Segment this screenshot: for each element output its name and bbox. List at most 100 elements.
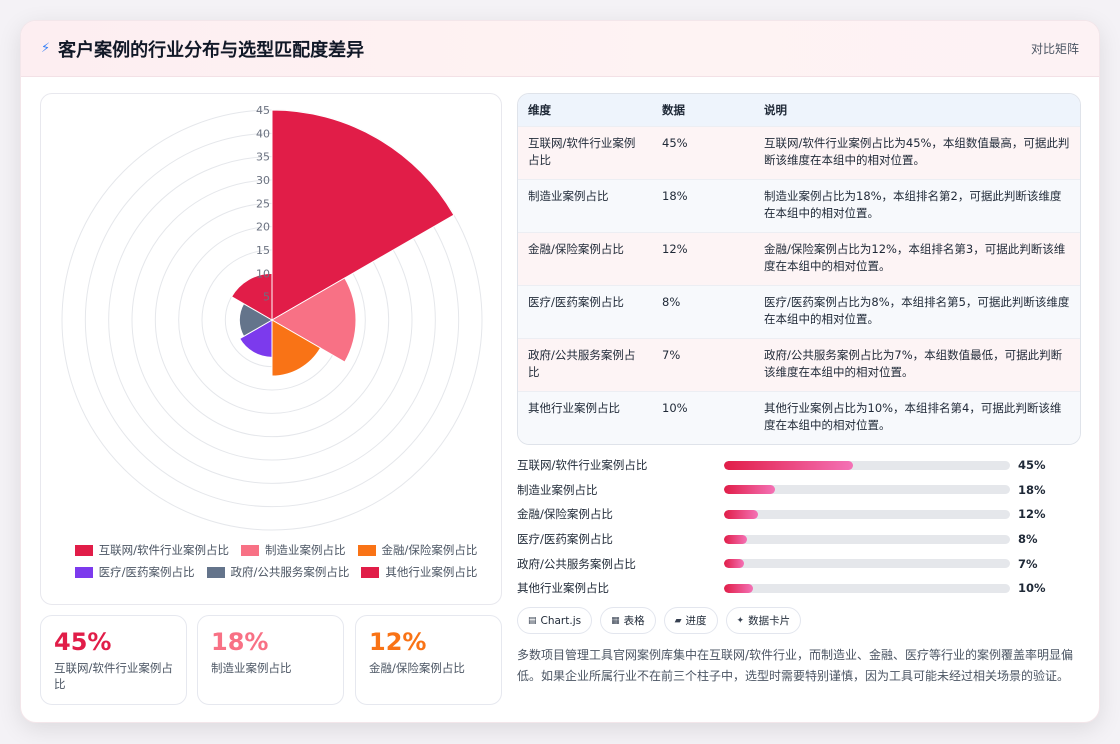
progress-label: 其他行业案例占比 (517, 581, 609, 596)
chart-legend: 互联网/软件行业案例占比 制造业案例占比 金融/保险案例占比医疗/医药案例占比 政府/… (61, 542, 491, 580)
cell-dimension: 其他行业案例占比 (528, 400, 620, 415)
progress-row: 其他行业案例占比 10% (517, 576, 1081, 601)
progress-label: 金融/保险案例占比 (517, 507, 613, 522)
polar-chart-canvas: 5 10 15 20 25 30 35 40 45 (61, 104, 483, 531)
progress-row: 互联网/软件行业案例占比 45% (517, 453, 1081, 478)
progress-label: 政府/公共服务案例占比 (517, 556, 636, 571)
progress-icon: ▰ (674, 615, 682, 626)
kpi-card-finance: 12% 金融/保险案例占比 (355, 615, 502, 705)
sector-5[interactable] (230, 272, 273, 321)
progress-track (724, 534, 1010, 544)
kpi-card-internet: 45% 互联网/软件行业案例占比 (40, 615, 187, 705)
legend-swatch (241, 544, 259, 556)
chart-icon: ▤ (528, 615, 537, 626)
cell-description: 金融/保险案例占比为12%，本组排名第3，可据此判断该维度在本组中的相对位置。 (764, 241, 1066, 273)
tech-chip-row: ▤ Chart.js ▦ 表格 ▰ 进度 ✦ 数据卡片 (517, 607, 802, 634)
progress-fill (724, 509, 759, 519)
progress-track (724, 509, 1010, 519)
legend-swatch (74, 566, 93, 578)
progress-track (724, 559, 1010, 569)
column-header-dimension: 维度 (528, 102, 551, 117)
cell-dimension: 政府/公共服务案例占比 (528, 347, 636, 379)
cell-description: 医疗/医药案例占比为8%，本组排名第5，可据此判断该维度在本组中的相对位置。 (764, 294, 1070, 326)
cell-description: 其他行业案例占比为10%，本组排名第4，可据此判断该维度在本组中的相对位置。 (764, 400, 1062, 432)
progress-label: 医疗/医药案例占比 (517, 532, 613, 547)
legend-label: 互联网/软件行业案例占比 (98, 543, 229, 557)
radial-tick-label: 25 (256, 197, 270, 210)
cell-dimension: 制造业案例占比 (528, 188, 609, 203)
table-row: 制造业案例占比 18% 制造业案例占比为18%，本组排名第2，可据此判断该维度在… (518, 179, 1080, 232)
progress-fill (724, 485, 776, 495)
legend-swatch (74, 544, 93, 556)
legend-item[interactable]: 政府/公共服务案例占比 (206, 564, 350, 580)
header: ⚡ 客户案例的行业分布与选型匹配度差异 对比矩阵 (21, 21, 1099, 77)
cell-dimension: 互联网/软件行业案例占比 (528, 135, 636, 167)
cell-description: 制造业案例占比为18%，本组排名第2，可据此判断该维度在本组中的相对位置。 (764, 188, 1062, 220)
legend-swatch (361, 566, 380, 578)
kpi-label: 金融/保险案例占比 (369, 661, 465, 675)
cell-dimension: 医疗/医药案例占比 (528, 294, 624, 309)
cell-value: 10% (662, 400, 688, 415)
column-header-description: 说明 (764, 102, 787, 117)
table-row: 政府/公共服务案例占比 7% 政府/公共服务案例占比为7%，本组数值最低，可据此… (518, 338, 1080, 391)
table-row: 其他行业案例占比 10% 其他行业案例占比为10%，本组排名第4，可据此判断该维… (518, 391, 1080, 444)
progress-fill (724, 583, 753, 593)
column-header-data: 数据 (662, 102, 685, 117)
cell-value: 18% (662, 188, 688, 203)
radial-tick-label: 40 (256, 127, 270, 140)
chip-data-card[interactable]: ✦ 数据卡片 (725, 607, 802, 634)
radial-tick-label: 5 (263, 291, 270, 304)
comparison-table: 维度 数据 说明 互联网/软件行业案例占比 45% 互联网/软件行业案例占比为4… (517, 93, 1081, 445)
dashboard-card: ⚡ 客户案例的行业分布与选型匹配度差异 对比矩阵 5 10 15 20 25 30 35 40… (20, 20, 1100, 723)
legend-item[interactable]: 互联网/软件行业案例占比 (74, 542, 229, 558)
kpi-label: 互联网/软件行业案例占比 (54, 661, 173, 691)
cell-description: 政府/公共服务案例占比为7%，本组数值最低，可据此判断该维度在本组中的相对位置。 (764, 347, 1063, 379)
legend-item[interactable]: 制造业案例占比 (241, 542, 346, 558)
legend-item[interactable]: 金融/保险案例占比 (357, 542, 477, 558)
progress-label: 制造业案例占比 (517, 482, 598, 497)
radial-tick-label: 30 (256, 174, 270, 187)
kpi-value: 45% (54, 628, 112, 656)
radial-tick-label: 20 (256, 221, 270, 234)
chip-progress[interactable]: ▰ 进度 (663, 607, 718, 634)
progress-fill (724, 559, 745, 569)
progress-fill (724, 534, 747, 544)
kpi-card-manufacturing: 18% 制造业案例占比 (197, 615, 344, 705)
sparkle-icon: ✦ (736, 615, 745, 626)
progress-track (724, 583, 1010, 593)
progress-value: 18% (1018, 482, 1046, 497)
kpi-value: 12% (369, 628, 427, 656)
table-row: 金融/保险案例占比 12% 金融/保险案例占比为12%，本组排名第3，可据此判断… (518, 232, 1080, 285)
progress-row: 政府/公共服务案例占比 7% (517, 551, 1081, 576)
legend-item[interactable]: 医疗/医药案例占比 (74, 564, 195, 580)
lightning-icon: ⚡ (41, 41, 51, 56)
progress-value: 7% (1018, 556, 1038, 571)
sector-0[interactable] (271, 109, 455, 321)
progress-list: 互联网/软件行业案例占比 45% 制造业案例占比 18% 金融/保险案例占比 12% 医疗/… (517, 453, 1081, 601)
legend-label: 政府/公共服务案例占比 (230, 565, 350, 579)
chip-label: 表格 (623, 615, 645, 627)
table-icon: ▦ (611, 615, 620, 626)
progress-value: 45% (1018, 458, 1046, 473)
chip-label: 进度 (685, 615, 707, 627)
legend-swatch (357, 544, 376, 556)
chip-chartjs[interactable]: ▤ Chart.js (517, 607, 593, 634)
sector-1[interactable] (271, 277, 357, 363)
polar-area-chart: 5 10 15 20 25 30 35 40 45 互联网/软件行业案例占比 制造业案例占比 金融/… (40, 93, 502, 605)
table-row: 互联网/软件行业案例占比 45% 互联网/软件行业案例占比为45%，本组数值最高… (518, 126, 1080, 179)
progress-track (724, 485, 1010, 495)
radial-tick-label: 10 (256, 267, 270, 280)
table-row: 医疗/医药案例占比 8% 医疗/医药案例占比为8%，本组排名第5，可据此判断该维… (518, 285, 1080, 338)
kpi-label: 制造业案例占比 (211, 661, 292, 675)
legend-item[interactable]: 其他行业案例占比 (361, 564, 477, 580)
legend-swatch (206, 566, 225, 578)
cell-value: 12% (662, 241, 688, 256)
chip-label: Chart.js (540, 614, 582, 627)
progress-value: 8% (1018, 532, 1038, 547)
sector-3[interactable] (238, 319, 273, 358)
view-mode-label[interactable]: 对比矩阵 (1030, 42, 1079, 56)
chip-table[interactable]: ▦ 表格 (600, 607, 656, 634)
cell-value: 7% (662, 347, 681, 362)
progress-track (724, 460, 1010, 470)
sector-2[interactable] (271, 319, 322, 377)
